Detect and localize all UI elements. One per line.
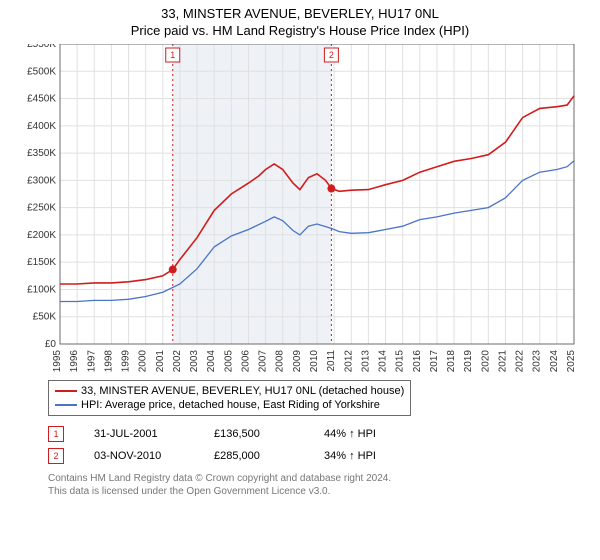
xtick-label: 2004 <box>206 350 217 373</box>
price-chart: £0 £50K £100K £150K £200K £250K £300K £350K £400… <box>20 44 580 374</box>
xtick-label: 2008 <box>275 350 286 373</box>
xtick-label: 2012 <box>343 350 354 373</box>
xtick-label: 2009 <box>292 350 303 373</box>
legend-label: 33, MINSTER AVENUE, BEVERLEY, HU17 0NL (… <box>81 384 404 398</box>
ytick-label: £300K <box>27 175 56 186</box>
sale-row-marker: 2 <box>48 448 64 464</box>
xtick-label: 2015 <box>395 350 406 373</box>
xtick-label: 2013 <box>360 350 371 373</box>
footnote-line1: Contains HM Land Registry data © Crown c… <box>48 472 592 485</box>
sale-marker-num: 2 <box>329 50 334 60</box>
xtick-label: 2003 <box>189 350 200 373</box>
sale-row-marker: 1 <box>48 426 64 442</box>
ytick-label: £350K <box>27 148 56 159</box>
ytick-label: £0 <box>45 339 57 350</box>
sale-point <box>327 185 335 193</box>
xtick-label: 2020 <box>480 350 491 373</box>
ytick-label: £450K <box>27 94 56 105</box>
footnote: Contains HM Land Registry data © Crown c… <box>48 472 592 498</box>
sale-date: 03-NOV-2010 <box>94 450 214 462</box>
xtick-label: 2021 <box>497 350 508 373</box>
xtick-label: 2005 <box>223 350 234 373</box>
sale-row: 1 31-JUL-2001£136,50044% ↑ HPI <box>48 426 592 442</box>
ytick-label: £150K <box>27 257 56 268</box>
xtick-label: 2022 <box>515 350 526 373</box>
legend: 33, MINSTER AVENUE, BEVERLEY, HU17 0NL (… <box>48 380 411 416</box>
xtick-label: 2017 <box>429 350 440 373</box>
xtick-label: 2000 <box>138 350 149 373</box>
chart-title-line2: Price paid vs. HM Land Registry's House … <box>8 23 592 38</box>
legend-label: HPI: Average price, detached house, East… <box>81 398 380 412</box>
sale-price: £136,500 <box>214 428 324 440</box>
xtick-label: 2018 <box>446 350 457 373</box>
ytick-label: £400K <box>27 121 56 132</box>
ytick-label: £500K <box>27 66 56 77</box>
chart-title-line1: 33, MINSTER AVENUE, BEVERLEY, HU17 0NL <box>8 6 592 21</box>
xtick-label: 2016 <box>412 350 423 373</box>
xtick-label: 1999 <box>121 350 132 373</box>
xtick-label: 2001 <box>155 350 166 373</box>
footnote-line2: This data is licensed under the Open Gov… <box>48 485 592 498</box>
ytick-label: £50K <box>33 312 57 323</box>
xtick-label: 2019 <box>463 350 474 373</box>
xtick-label: 2024 <box>549 350 560 373</box>
xtick-label: 2014 <box>378 350 389 373</box>
legend-swatch <box>55 404 77 406</box>
legend-swatch <box>55 390 77 392</box>
sale-marker-num: 1 <box>170 50 175 60</box>
sale-band <box>173 44 332 344</box>
sale-row: 2 03-NOV-2010£285,00034% ↑ HPI <box>48 448 592 464</box>
sale-diff: 44% ↑ HPI <box>324 428 434 440</box>
sale-diff: 34% ↑ HPI <box>324 450 434 462</box>
xtick-label: 2023 <box>532 350 543 373</box>
xtick-label: 1996 <box>69 350 80 373</box>
sale-date: 31-JUL-2001 <box>94 428 214 440</box>
xtick-label: 1998 <box>103 350 114 373</box>
ytick-label: £550K <box>27 44 56 50</box>
xtick-label: 2010 <box>309 350 320 373</box>
xtick-label: 1995 <box>52 350 63 373</box>
legend-row: 33, MINSTER AVENUE, BEVERLEY, HU17 0NL (… <box>55 384 404 398</box>
xtick-label: 2011 <box>326 350 337 372</box>
xtick-label: 2025 <box>566 350 577 373</box>
sale-price: £285,000 <box>214 450 324 462</box>
sale-point <box>169 266 177 274</box>
xtick-label: 1997 <box>86 350 97 373</box>
ytick-label: £250K <box>27 203 56 214</box>
sales-table: 1 31-JUL-2001£136,50044% ↑ HPI 2 03-NOV-201… <box>48 426 592 464</box>
legend-row: HPI: Average price, detached house, East… <box>55 398 404 412</box>
xtick-label: 2007 <box>258 350 269 373</box>
xtick-label: 2002 <box>172 350 183 373</box>
xtick-label: 2006 <box>240 350 251 373</box>
ytick-label: £200K <box>27 230 56 241</box>
ytick-label: £100K <box>27 284 56 295</box>
